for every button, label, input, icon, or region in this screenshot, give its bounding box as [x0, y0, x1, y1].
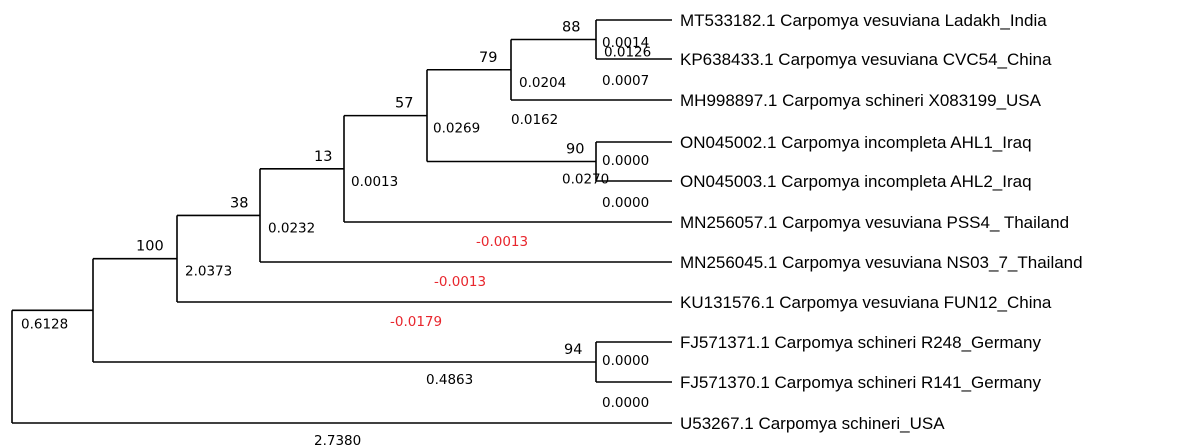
tip-branch-length-t5: 0.0000 — [602, 195, 649, 211]
bootstrap-n6: 38 — [230, 195, 248, 211]
branch-length-n1: 0.0126 — [604, 45, 651, 61]
tip-branch-length-t1: 0.0014 — [602, 35, 649, 51]
bootstrap-n3: 90 — [566, 142, 584, 158]
taxon-label-t1: MT533182.1 Carpomya vesuviana Ladakh_Ind… — [680, 11, 1047, 30]
tip-branch-length-t11: 2.7380 — [314, 433, 361, 448]
branch-length-n4: 0.0269 — [433, 121, 480, 137]
taxon-label-t2: KP638433.1 Carpomya vesuviana CVC54_Chin… — [680, 50, 1052, 69]
bootstrap-n4: 57 — [395, 96, 413, 112]
tip-branch-length-t2: 0.0007 — [602, 73, 649, 89]
taxon-label-t9: FJ571371.1 Carpomya schineri R248_German… — [680, 333, 1041, 352]
tip-branch-length-t8: -0.0179 — [390, 314, 442, 330]
branch-length-n6: 0.0232 — [268, 220, 315, 236]
taxon-label-t6: MN256057.1 Carpomya vesuviana PSS4_ Thai… — [680, 213, 1069, 232]
taxon-label-t10: FJ571370.1 Carpomya schineri R141_German… — [680, 373, 1041, 392]
branch-length-n3: 0.0270 — [562, 172, 609, 188]
tip-branch-length-t4: 0.0000 — [602, 153, 649, 169]
taxon-label-t3: MH998897.1 Carpomya schineri X083199_USA — [680, 91, 1042, 110]
branch-length-n7: 2.0373 — [185, 264, 232, 280]
tip-branch-length-t9: 0.0000 — [602, 353, 649, 369]
taxon-label-t11: U53267.1 Carpomya schineri_USA — [680, 414, 945, 433]
branch-length-n5: 0.0013 — [351, 174, 398, 190]
taxon-label-t7: MN256045.1 Carpomya vesuviana NS03_7_Tha… — [680, 253, 1083, 272]
tree-labels: MT533182.1 Carpomya vesuviana Ladakh_Ind… — [21, 11, 1083, 448]
tip-branch-length-t6: -0.0013 — [476, 234, 528, 250]
tip-branch-length-t3: 0.0162 — [511, 112, 558, 128]
tip-branch-length-t7: -0.0013 — [434, 274, 486, 290]
bootstrap-n5: 13 — [314, 149, 332, 165]
tip-branch-length-t10: 0.0000 — [602, 395, 649, 411]
branch-length-n8: 0.4863 — [426, 372, 473, 388]
tree-branches — [11, 19, 672, 424]
taxon-label-t5: ON045003.1 Carpomya incompleta AHL2_Iraq — [680, 172, 1032, 191]
bootstrap-n7: 100 — [136, 239, 164, 255]
bootstrap-n1: 88 — [562, 20, 580, 36]
taxon-label-t8: KU131576.1 Carpomya vesuviana FUN12_Chin… — [680, 293, 1052, 312]
branch-length-n2: 0.0204 — [519, 75, 566, 91]
taxon-label-t4: ON045002.1 Carpomya incompleta AHL1_Iraq — [680, 133, 1032, 152]
branch-length-n9: 0.6128 — [21, 316, 68, 332]
bootstrap-n8: 94 — [564, 342, 582, 358]
bootstrap-n2: 79 — [479, 50, 497, 66]
